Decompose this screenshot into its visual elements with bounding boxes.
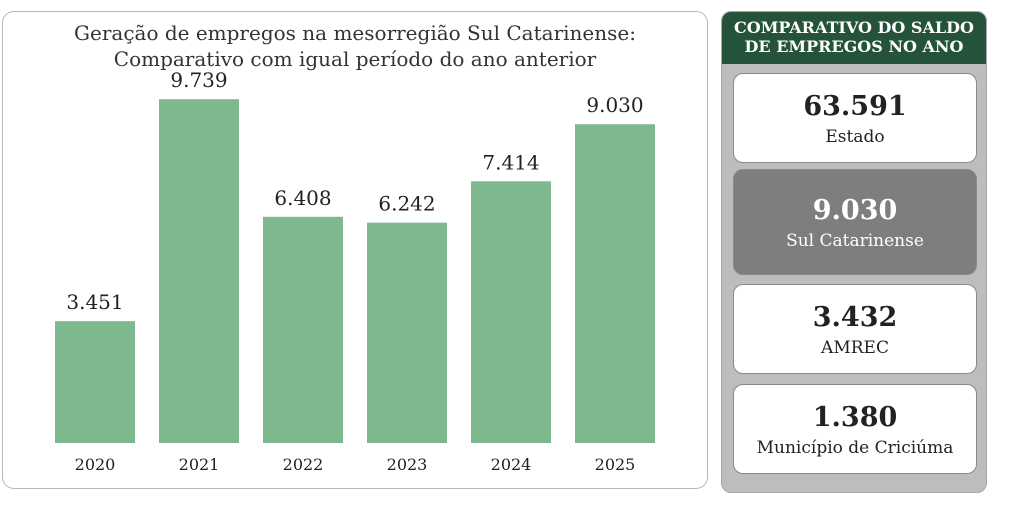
chart-card: Geração de empregos na mesorregião Sul C… xyxy=(2,11,708,489)
chart-title-line: Geração de empregos na mesorregião Sul C… xyxy=(74,21,636,45)
summary-value: 63.591 xyxy=(803,91,907,122)
summary-label: Município de Criciúma xyxy=(756,438,954,458)
tick-label-2025: 2025 xyxy=(595,455,636,474)
chart-title: Geração de empregos na mesorregião Sul C… xyxy=(3,20,707,72)
bar-2024 xyxy=(471,181,551,443)
summary-label: Sul Catarinense xyxy=(786,231,924,251)
summary-header: COMPARATIVO DO SALDO DE EMPREGOS NO ANO xyxy=(722,12,986,64)
value-label-2024: 7.414 xyxy=(482,150,539,174)
tick-label-2022: 2022 xyxy=(283,455,324,474)
tick-label-2024: 2024 xyxy=(491,455,532,474)
summary-panel: COMPARATIVO DO SALDO DE EMPREGOS NO ANO … xyxy=(721,11,987,493)
summary-label: Estado xyxy=(825,127,885,147)
summary-card-sul-catarinense: 9.030 Sul Catarinense xyxy=(733,169,977,275)
tick-label-2021: 2021 xyxy=(179,455,220,474)
value-label-2021: 9.739 xyxy=(170,68,227,92)
summary-value: 9.030 xyxy=(812,195,898,226)
summary-card-amrec: 3.432 AMREC xyxy=(733,284,977,374)
bar-chart: 3.451 2020 9.739 2021 6.408 2022 6.242 2023 7.41… xyxy=(55,68,655,474)
value-label-2023: 6.242 xyxy=(378,192,435,216)
summary-card-criciuma: 1.380 Município de Criciúma xyxy=(733,384,977,474)
tick-label-2023: 2023 xyxy=(387,455,428,474)
summary-title-line1: COMPARATIVO DO SALDO xyxy=(734,18,974,37)
value-label-2025: 9.030 xyxy=(586,93,643,117)
value-label-2022: 6.408 xyxy=(274,186,331,210)
bar-2020 xyxy=(55,321,135,443)
bar-2023 xyxy=(367,222,447,443)
bar-2021 xyxy=(159,99,239,443)
bar-2022 xyxy=(263,216,343,443)
summary-label: AMREC xyxy=(821,338,889,358)
bar-2025 xyxy=(575,124,655,443)
chart-subtitle-line: Comparativo com igual período do ano ant… xyxy=(113,47,597,71)
value-label-2020: 3.451 xyxy=(66,290,123,314)
summary-title-line2: DE EMPREGOS NO ANO xyxy=(744,37,964,56)
tick-label-2020: 2020 xyxy=(75,455,116,474)
summary-value: 1.380 xyxy=(812,402,898,433)
summary-card-estado: 63.591 Estado xyxy=(733,73,977,163)
summary-value: 3.432 xyxy=(812,302,898,333)
